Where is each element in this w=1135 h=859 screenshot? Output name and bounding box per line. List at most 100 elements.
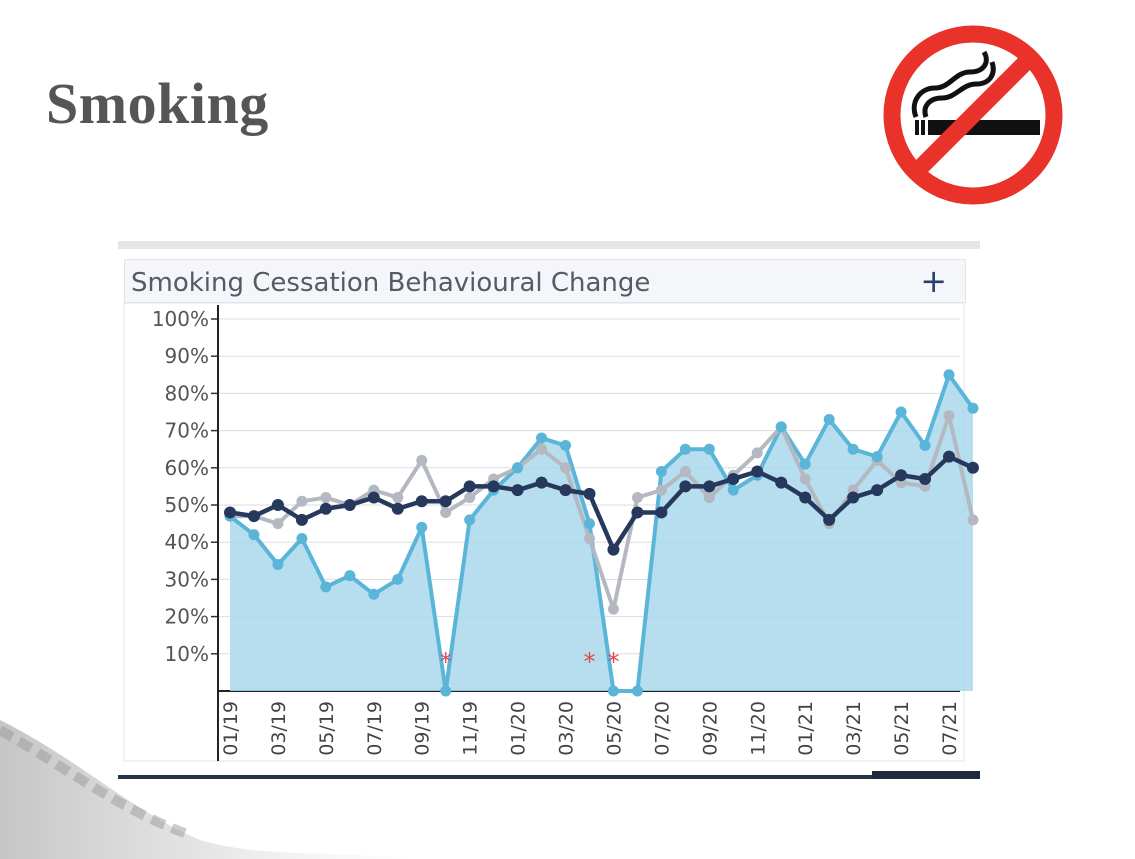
dark-series-point (919, 472, 932, 485)
x-tick-label: 03/21 (843, 701, 865, 756)
dark-series-point (775, 476, 788, 489)
area-series-point (655, 466, 667, 478)
grey-series-point (751, 447, 763, 459)
x-tick-label: 09/20 (699, 701, 721, 756)
dark-series-point (487, 480, 500, 493)
area-series-point (440, 685, 452, 697)
dark-series-point (583, 487, 596, 500)
area-series-point (464, 514, 476, 526)
area-series-point (512, 462, 524, 474)
dark-series-point (823, 513, 836, 526)
x-tick-label: 01/21 (795, 701, 817, 756)
no-smoking-icon (883, 25, 1063, 205)
dark-series-point (535, 476, 548, 489)
x-tick-label: 01/19 (220, 701, 242, 756)
area-series-point (607, 685, 619, 697)
x-tick-label: 07/19 (364, 701, 386, 756)
grey-series-point (703, 492, 715, 504)
card-scroll-thumb[interactable] (872, 771, 980, 779)
x-tick-label: 05/21 (891, 701, 913, 756)
x-tick-label: 11/19 (460, 701, 482, 756)
area-series-point (919, 439, 931, 451)
area-series-point (296, 532, 308, 544)
card-frame (118, 241, 980, 249)
dark-series-point (871, 484, 884, 497)
dark-series-point (559, 484, 572, 497)
grey-series-point (416, 454, 428, 466)
dark-series-point (966, 461, 979, 474)
x-tick-label: 03/20 (556, 701, 578, 756)
grey-series-point (320, 492, 332, 504)
dark-series-point (895, 469, 908, 482)
area-series-point (631, 685, 643, 697)
grey-series-point (607, 603, 619, 615)
grey-series-point (464, 492, 476, 504)
area-series-fill (230, 374, 973, 691)
grey-series-point (967, 514, 979, 526)
dark-series-point (799, 491, 812, 504)
area-series-point (248, 529, 260, 541)
grey-series-point (440, 506, 452, 518)
dark-series-point (319, 502, 332, 515)
area-series-point (416, 521, 428, 533)
y-tick-label: 40% (165, 530, 209, 554)
y-tick-label: 90% (165, 344, 209, 368)
dark-series-point (679, 480, 692, 493)
grey-series-point (799, 473, 811, 485)
y-tick-label: 20% (165, 605, 209, 629)
suppressed-marker: * (584, 648, 596, 676)
x-tick-label: 09/19 (412, 701, 434, 756)
area-series-point (943, 369, 955, 381)
area-series-point (967, 402, 979, 414)
x-tick-label: 07/21 (939, 701, 961, 756)
y-tick-label: 50% (165, 493, 209, 517)
area-series-point (703, 443, 715, 455)
y-tick-label: 100% (152, 307, 209, 331)
area-series-point (368, 588, 380, 600)
dark-series-point (391, 502, 404, 515)
grey-series-point (560, 462, 572, 474)
grey-series-point (272, 518, 284, 530)
dark-series-point (295, 513, 308, 526)
card-scroll-track (118, 775, 878, 779)
grey-series-point (655, 484, 667, 496)
dark-series-point (631, 506, 644, 519)
dark-series-point (943, 450, 955, 463)
area-series-point (272, 559, 284, 571)
dark-series-point (847, 491, 860, 504)
area-series-point (799, 458, 811, 470)
dark-series-point (703, 480, 716, 493)
dark-series-point (607, 543, 620, 556)
grey-series-point (631, 492, 643, 504)
dark-series-point (367, 491, 380, 504)
card-title: Smoking Cessation Behavioural Change (131, 268, 651, 298)
grey-series-point (536, 443, 548, 455)
dark-series-point (439, 495, 452, 508)
chart-plot: 100% 90% 80% 70% 60% 50% 40% 30% 20% 10% * * * 01/19 0… (123, 302, 979, 762)
grey-series-point (679, 466, 691, 478)
y-tick-label: 70% (165, 419, 209, 443)
y-tick-label: 30% (165, 567, 209, 591)
decorative-swoosh (0, 720, 410, 859)
area-series-point (871, 451, 883, 463)
chart-card: Smoking Cessation Behavioural Change + 1… (118, 241, 980, 779)
dark-series-point (415, 495, 428, 508)
expand-button[interactable]: + (920, 262, 947, 300)
x-tick-label: 01/20 (508, 701, 530, 756)
x-tick-label: 05/20 (603, 701, 625, 756)
suppressed-marker: * (607, 648, 619, 676)
dark-series-point (271, 499, 284, 511)
dark-series-point (247, 510, 260, 523)
x-tick-label: 11/20 (747, 701, 769, 756)
grey-series-point (943, 410, 955, 422)
grey-series-point (584, 532, 595, 544)
dark-series-point (224, 506, 236, 519)
dark-series-point (655, 506, 668, 519)
area-series-point (727, 484, 739, 496)
area-series-point (584, 518, 595, 530)
dark-series-point (751, 465, 764, 478)
area-series-point (560, 439, 572, 451)
area-series-point (320, 581, 332, 593)
area-series-point (536, 432, 548, 444)
area-series-point (344, 570, 356, 582)
